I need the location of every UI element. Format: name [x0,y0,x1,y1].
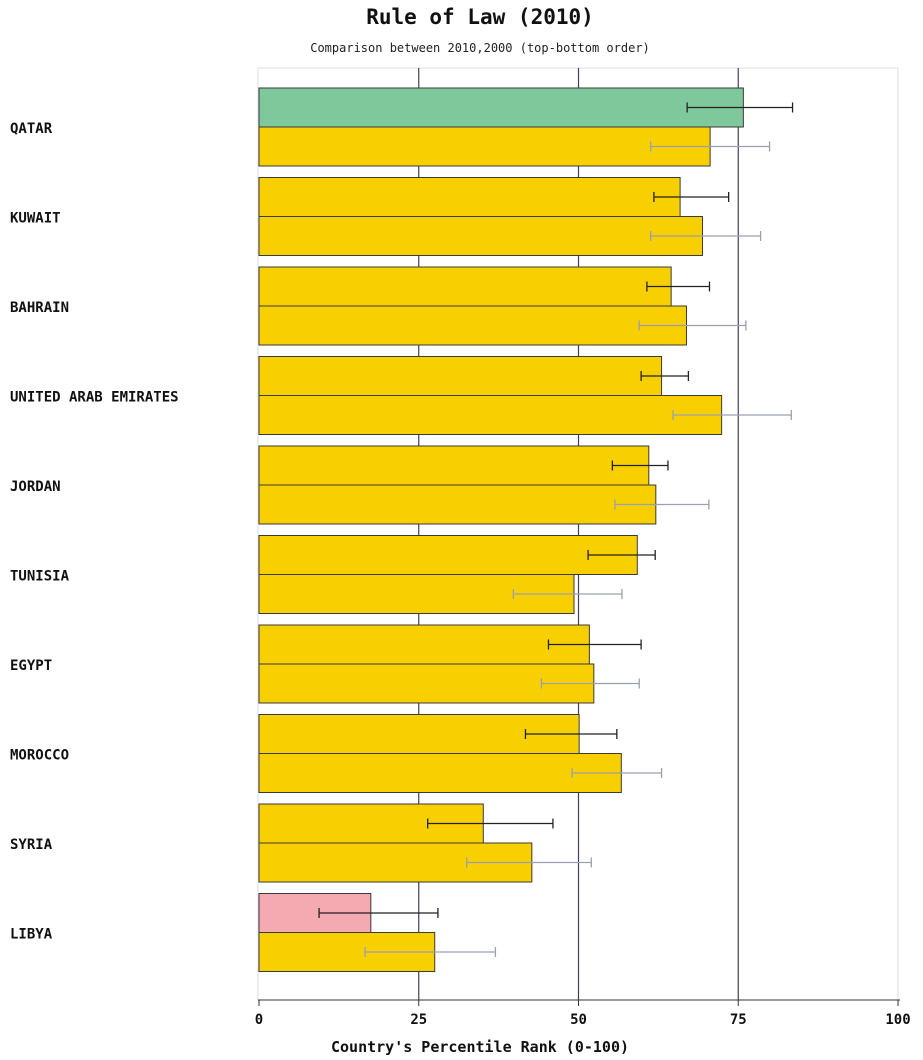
bar-2000 [258,126,711,167]
category-label: SYRIA [10,837,53,853]
category-labels: QATAR KUWAIT BAHRAIN UNITED ARAB EMIRATES JO… [10,121,179,943]
bar-2010 [258,624,590,665]
bars [258,87,744,972]
chart-subtitle: Comparison between 2010,2000 (top-bottom… [310,41,650,55]
bar-2000 [258,663,595,704]
x-axis-label: Country's Percentile Rank (0-100) [331,1038,629,1056]
bar-2000 [258,395,723,435]
x-tick-label: 100 [885,1012,910,1028]
bar-2000 [258,753,622,793]
category-label: TUNISIA [10,569,70,585]
bar-2010 [258,177,681,217]
category-label: MOROCCO [10,748,69,764]
bar-2000 [258,484,657,525]
chart-title: Rule of Law (2010) [366,5,594,29]
error-bars [318,102,794,957]
x-tick-label: 25 [410,1012,427,1028]
category-label: BAHRAIN [10,300,69,316]
x-axis-ticks: 0 25 50 75 100 [255,1000,911,1028]
category-label: EGYPT [10,658,52,674]
x-tick-label: 0 [255,1012,263,1028]
bar-2010 [258,535,638,575]
x-tick-label: 75 [730,1012,747,1028]
x-tick-label: 50 [570,1012,587,1028]
bar-2000 [258,216,703,256]
bar-2010 [258,87,744,128]
category-label: LIBYA [10,927,53,943]
category-label: KUWAIT [10,211,61,227]
bar-2010 [258,356,663,396]
bar-2010 [258,445,650,486]
category-label: JORDAN [10,479,61,495]
category-label: QATAR [10,121,53,137]
bar-2000 [258,305,687,346]
category-label: UNITED ARAB EMIRATES [10,390,179,406]
bar-2010 [258,266,672,307]
